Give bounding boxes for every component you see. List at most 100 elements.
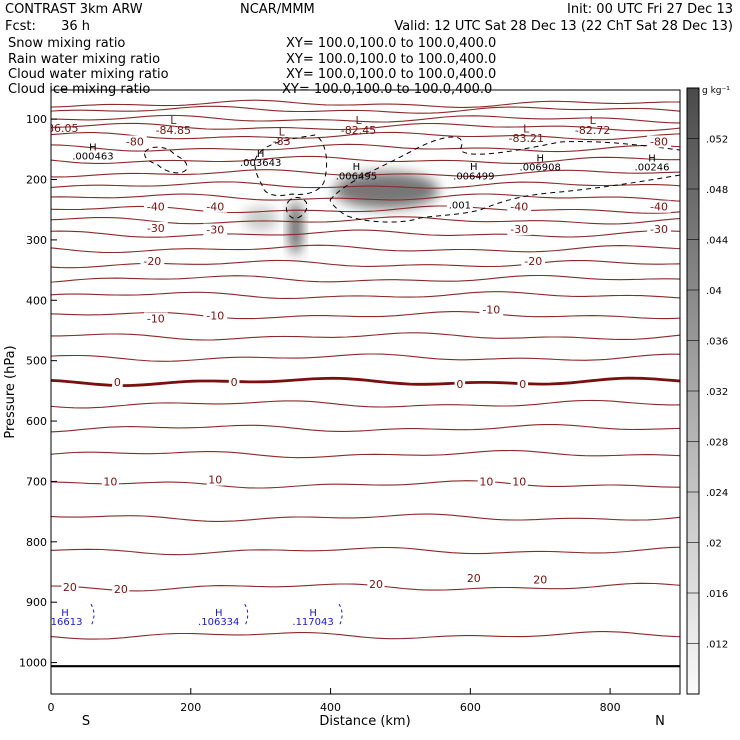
isotherm-label: -80 bbox=[126, 135, 144, 148]
ice-high-marker: H bbox=[536, 153, 544, 164]
isotherm-line-23 bbox=[51, 449, 680, 459]
x-end-label-north: N bbox=[655, 714, 665, 729]
isotherm-line-11 bbox=[51, 216, 680, 225]
isotherm-label-bg-17 bbox=[454, 378, 466, 391]
temp-low-marker: L bbox=[523, 122, 530, 135]
isotherm-label-bg-15 bbox=[112, 375, 123, 388]
isotherm-label-bg-0 bbox=[122, 135, 147, 148]
isotherm-label: -40 bbox=[650, 201, 668, 214]
temperature-contours bbox=[51, 99, 680, 640]
isotherm-label-bg-16 bbox=[228, 375, 240, 388]
temp-low-value: -83.21 bbox=[509, 132, 544, 145]
plot-frame bbox=[50, 89, 681, 695]
isotherm-label: -10 bbox=[482, 303, 500, 316]
legend-rain-xy: XY= 100.0,100.0 to 100.0,400.0 bbox=[286, 52, 496, 67]
fcst-label: Fcst: bbox=[5, 19, 36, 34]
isotherm-label: -20 bbox=[143, 255, 161, 268]
temp-low-value: -84.85 bbox=[156, 124, 191, 137]
colorbar-label: .02 bbox=[706, 539, 722, 550]
isotherm-line-15 bbox=[51, 274, 680, 283]
isotherm-line-2 bbox=[51, 114, 680, 124]
isotherm-label-bg-25 bbox=[367, 578, 385, 591]
isotherm-label: 10 bbox=[103, 475, 117, 488]
isotherm-line-5 bbox=[51, 143, 680, 153]
x-axis-title: Distance (km) bbox=[319, 714, 410, 729]
isotherm-label: 20 bbox=[369, 578, 383, 591]
colorbar-labels: .052 .048 .044 .04 .036 .032 .028 .024 .02 .016 .0… bbox=[687, 135, 728, 651]
valid-time: Valid: 12 UTC Sat 28 Dec 13 (22 ChT Sat … bbox=[394, 19, 733, 34]
ice-high-marker: H bbox=[648, 153, 656, 164]
isotherm-label-bg-11 bbox=[521, 255, 546, 268]
isotherm-label: 0 bbox=[231, 376, 238, 389]
isotherm-label: -30 bbox=[650, 223, 668, 236]
cloud-ice-contour-west bbox=[144, 146, 188, 174]
isotherm-line-27 bbox=[51, 582, 680, 592]
colorbar-label: .028 bbox=[706, 438, 728, 449]
isotherm-label: -20 bbox=[524, 255, 542, 268]
isotherm-label: -10 bbox=[206, 309, 224, 322]
isotherm-label-bg-23 bbox=[61, 581, 79, 594]
cloud-water-contour bbox=[90, 603, 95, 627]
cloud-ice-contour-main bbox=[254, 134, 328, 196]
isotherm-label-bg-4 bbox=[507, 200, 532, 213]
snow-shading-blob-0 bbox=[289, 200, 302, 255]
isotherm-line-22 bbox=[51, 423, 680, 433]
ice-high-value: .00246 bbox=[635, 162, 670, 173]
isotherm-label: -30 bbox=[206, 224, 224, 237]
colorbar-label: .024 bbox=[706, 488, 728, 499]
ice-high-marker: H bbox=[353, 162, 361, 173]
isotherm-label-bg-8 bbox=[507, 223, 532, 236]
isotherm-label: 10 bbox=[208, 474, 222, 487]
temp-low-marker: L bbox=[279, 125, 286, 138]
ice-high-marker: H bbox=[257, 149, 265, 160]
cloud-water-high-value: .16613 bbox=[47, 617, 82, 628]
isotherm-line-16 bbox=[51, 291, 680, 299]
y-tick-label: 900 bbox=[26, 596, 47, 609]
temp-low-marker: L bbox=[170, 114, 177, 127]
y-tick-label: 500 bbox=[26, 355, 47, 368]
org-title: NCAR/MMM bbox=[240, 2, 315, 17]
contour-labels: -80 -80 -40 -40 -40 -40 -30 -30 -30 -30 -20 -20 -10 -… bbox=[47, 114, 671, 628]
model-title: CONTRAST 3km ARW bbox=[5, 2, 143, 17]
ice-high-value: .006495 bbox=[336, 172, 377, 183]
cloud-ice-contours bbox=[144, 134, 680, 223]
isotherm-line-7 bbox=[51, 169, 680, 178]
isotherm-line-3 bbox=[51, 122, 680, 132]
ice-contour-label-bg bbox=[446, 198, 473, 211]
isotherm-label: 0 bbox=[114, 376, 121, 389]
isotherm-label-bg-9 bbox=[647, 223, 671, 236]
cloud-water-contour bbox=[244, 603, 249, 627]
isotherm-label: 10 bbox=[512, 475, 526, 488]
ice-high-value: .003643 bbox=[240, 158, 281, 169]
isotherm-line-18 bbox=[51, 332, 680, 341]
isotherm-line-12 bbox=[51, 229, 680, 238]
temp-low-value: -83 bbox=[273, 135, 291, 148]
ice-high-value: .000463 bbox=[72, 152, 113, 163]
isotherm-label-bg-27 bbox=[531, 573, 549, 586]
y-axis: 100 200 300 400 500 600 700 800 900 1000 bbox=[19, 113, 57, 670]
isotherm-label-bg-5 bbox=[647, 200, 671, 213]
isotherm-line-0 bbox=[51, 99, 680, 108]
isotherm-line-28 bbox=[51, 631, 680, 640]
isotherm-line-21 bbox=[51, 399, 680, 409]
snow-shading-blob-1 bbox=[243, 206, 279, 231]
ice-high-value: .006499 bbox=[453, 172, 494, 183]
temp-low-value: -82.45 bbox=[341, 124, 376, 137]
isotherm-label-bg-3 bbox=[203, 200, 228, 213]
isotherm-edge-value: 86.05 bbox=[47, 122, 79, 135]
y-tick-label: 600 bbox=[26, 415, 47, 428]
isotherm-label: -80 bbox=[650, 135, 668, 148]
x-tick-label: 800 bbox=[600, 701, 621, 714]
ice-high-marker: H bbox=[89, 143, 97, 154]
colorbar-label: .036 bbox=[706, 337, 728, 348]
colorbar-unit: g kg⁻¹ bbox=[702, 86, 730, 96]
isotherm-label: 20 bbox=[533, 573, 547, 586]
isotherm-line-20 bbox=[51, 376, 680, 388]
isotherm-label-bg-6 bbox=[143, 221, 168, 234]
isotherm-label-bg-24 bbox=[112, 582, 130, 595]
colorbar-label: .048 bbox=[706, 185, 728, 196]
isotherm-line-10 bbox=[51, 205, 680, 214]
y-tick-label: 300 bbox=[26, 234, 47, 247]
isotherm-label: 20 bbox=[467, 572, 481, 585]
